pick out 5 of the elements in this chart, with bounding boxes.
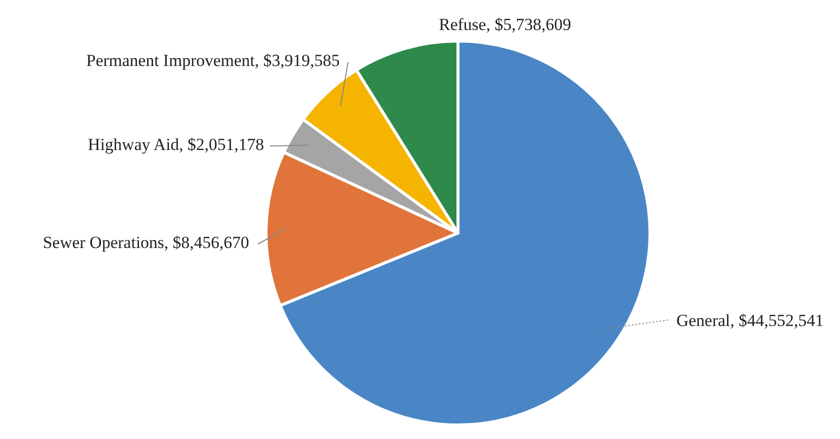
slice-label: Highway Aid, $2,051,178 <box>88 135 264 154</box>
slice-label: Refuse, $5,738,609 <box>438 15 572 34</box>
slice-label: Sewer Operations, $8,456,670 <box>42 233 250 252</box>
slice-label: General, $44,552,541 <box>676 311 824 330</box>
slice-label: Permanent Improvement, $3,919,585 <box>86 51 340 70</box>
